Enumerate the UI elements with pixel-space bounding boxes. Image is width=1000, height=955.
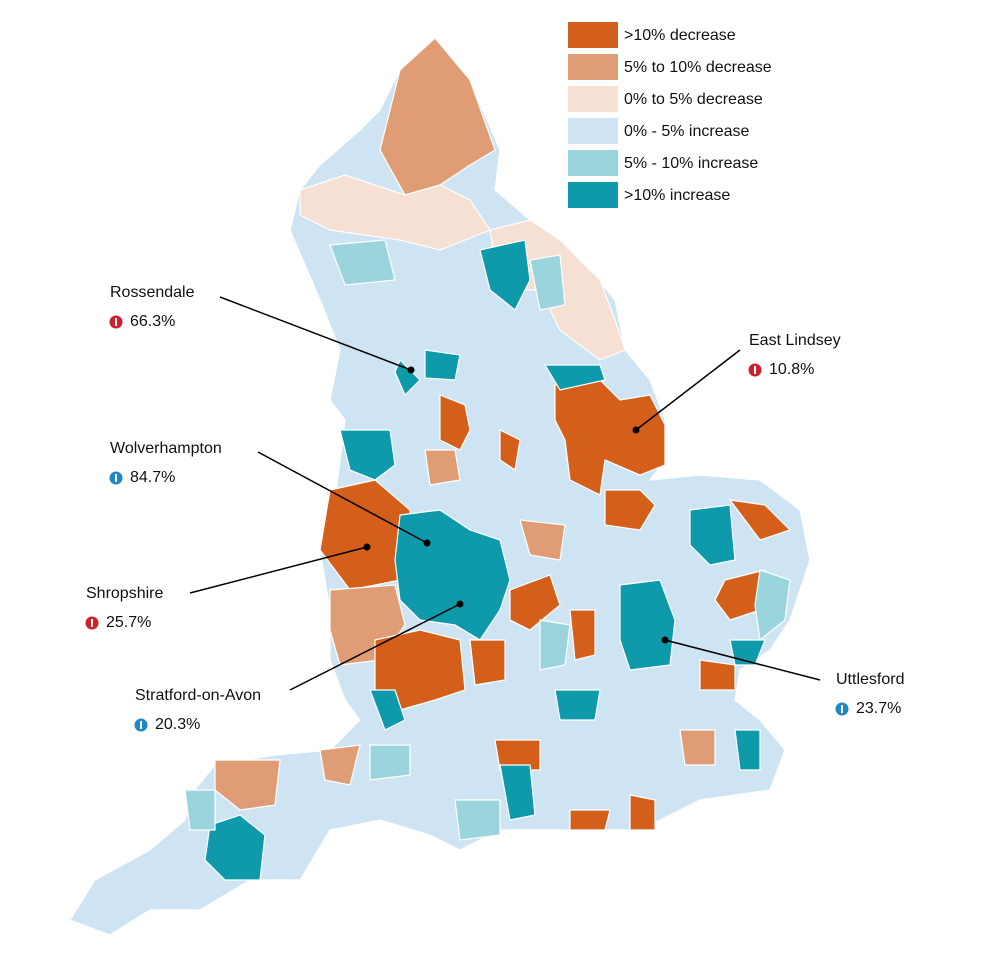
- region: [619, 504, 736, 671]
- change-value: 66.3%: [130, 313, 175, 330]
- region: [329, 239, 566, 311]
- change-value: 84.7%: [130, 469, 175, 486]
- area-name: Wolverhampton: [110, 440, 222, 457]
- area-name: Rossendale: [110, 284, 195, 301]
- leader-line: [635, 349, 741, 431]
- change-icon-mark: [841, 705, 843, 713]
- region: [439, 394, 521, 472]
- legend: >10% decrease 5% to 10% decrease 0% to 5% …: [568, 22, 772, 208]
- legend-label: >10% increase: [624, 187, 730, 204]
- region: [479, 239, 531, 311]
- region: [394, 349, 461, 397]
- legend-label: 5% to 10% decrease: [624, 59, 772, 76]
- region: [424, 449, 566, 561]
- annotations: Rossendale 66.3% Wolverhampton 84.7% Shropsh…: [85, 284, 904, 733]
- location-dot: [407, 366, 415, 374]
- location-dot: [423, 539, 431, 547]
- leader-line: [289, 603, 461, 691]
- region: [499, 639, 766, 821]
- area-name: Stratford-on-Avon: [135, 687, 261, 704]
- legend-swatch: [568, 54, 618, 80]
- region: [339, 364, 606, 481]
- region: [539, 569, 791, 671]
- legend-swatch: [568, 22, 618, 48]
- legend-label: 0% to 5% decrease: [624, 91, 763, 108]
- area-name: Shropshire: [86, 585, 163, 602]
- area-name: Uttlesford: [836, 671, 904, 688]
- legend-label: >10% decrease: [624, 27, 736, 44]
- change-icon-mark: [115, 318, 117, 326]
- leader-line: [219, 296, 412, 371]
- region: [494, 659, 736, 831]
- region: [569, 499, 792, 661]
- location-dot: [632, 426, 640, 434]
- region: [204, 814, 266, 881]
- england-map: [69, 37, 811, 936]
- location-dot: [363, 543, 371, 551]
- change-icon-mark: [754, 366, 756, 374]
- legend-swatch: [568, 118, 618, 144]
- legend-label: 5% - 10% increase: [624, 155, 758, 172]
- change-icon-mark: [140, 721, 142, 729]
- location-dot: [456, 600, 464, 608]
- region: [369, 689, 601, 731]
- region: [509, 489, 656, 631]
- change-value: 25.7%: [106, 614, 151, 631]
- area-name: East Lindsey: [749, 332, 841, 349]
- leader-line: [664, 639, 821, 681]
- location-dot: [661, 636, 669, 644]
- region: [554, 379, 666, 496]
- change-value: 10.8%: [769, 361, 814, 378]
- leader-line: [257, 451, 428, 544]
- change-icon-mark: [91, 619, 93, 627]
- change-value: 23.7%: [856, 700, 901, 717]
- legend-label: 0% - 5% increase: [624, 123, 749, 140]
- change-icon-mark: [115, 474, 117, 482]
- region: [214, 729, 716, 811]
- leader-line: [189, 546, 368, 594]
- change-value: 20.3%: [155, 716, 200, 733]
- region: [184, 744, 501, 841]
- legend-swatch: [568, 86, 618, 112]
- legend-swatch: [568, 150, 618, 176]
- legend-swatch: [568, 182, 618, 208]
